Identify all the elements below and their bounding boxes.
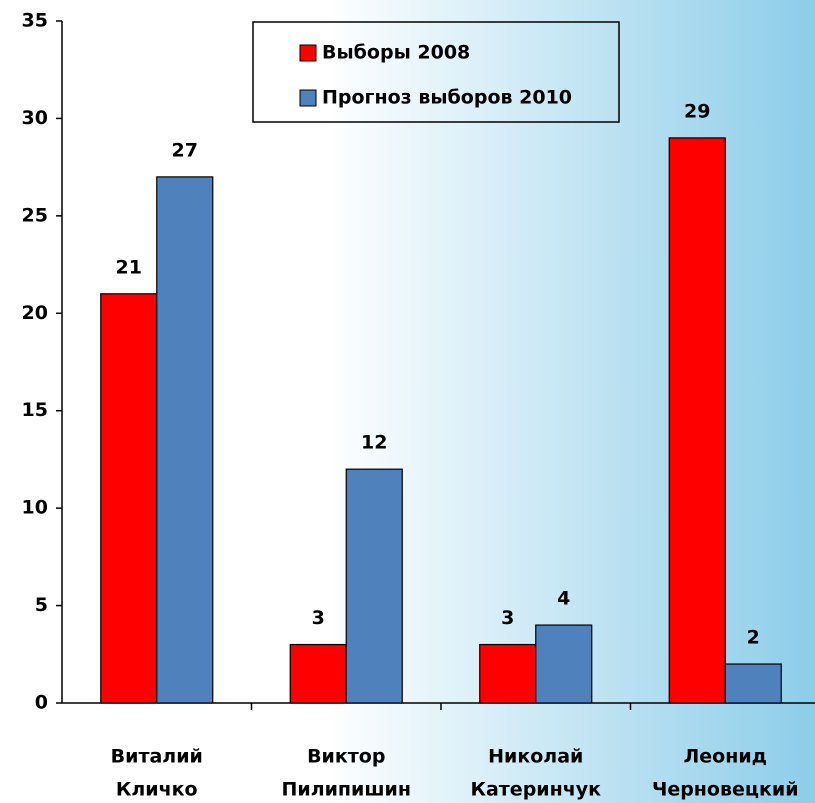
bar xyxy=(289,643,347,704)
bar xyxy=(535,624,593,704)
data-label: 3 xyxy=(312,607,325,629)
y-tick-label: 20 xyxy=(22,302,48,324)
data-label: 3 xyxy=(501,607,514,629)
y-tick-label: 25 xyxy=(22,204,48,226)
bar xyxy=(479,643,537,704)
legend-swatch xyxy=(299,44,317,62)
bar xyxy=(724,663,782,704)
y-tick-label: 15 xyxy=(22,399,48,421)
y-tick-label: 30 xyxy=(22,107,48,129)
bar xyxy=(100,293,158,704)
legend-swatch xyxy=(299,89,317,107)
bar xyxy=(156,176,214,704)
x-tick-label: Виктор xyxy=(307,746,385,768)
x-tick-label: Виталий xyxy=(111,746,203,768)
data-label: 2 xyxy=(747,627,760,649)
x-tick-label: Пилипишин xyxy=(281,779,411,801)
y-tick-label: 0 xyxy=(35,692,48,714)
legend-label: Прогноз выборов 2010 xyxy=(322,87,572,109)
data-label: 27 xyxy=(172,139,198,161)
data-label: 12 xyxy=(361,432,387,454)
bar xyxy=(668,137,726,704)
y-tick-label: 5 xyxy=(35,594,48,616)
legend-box xyxy=(252,21,620,123)
x-tick-label: Леонид xyxy=(683,746,767,768)
data-label: 4 xyxy=(557,588,570,610)
y-tick-label: 35 xyxy=(22,10,48,32)
legend-label: Выборы 2008 xyxy=(322,42,470,64)
bar xyxy=(345,468,403,704)
data-label: 29 xyxy=(684,100,710,122)
x-tick-label: Николай xyxy=(488,746,583,768)
x-tick-label: Катеринчук xyxy=(470,779,601,801)
data-label: 21 xyxy=(116,256,142,278)
x-tick-label: Кличко xyxy=(116,779,198,801)
y-tick-label: 10 xyxy=(22,497,48,519)
x-tick-label: Черновецкий xyxy=(652,779,799,801)
